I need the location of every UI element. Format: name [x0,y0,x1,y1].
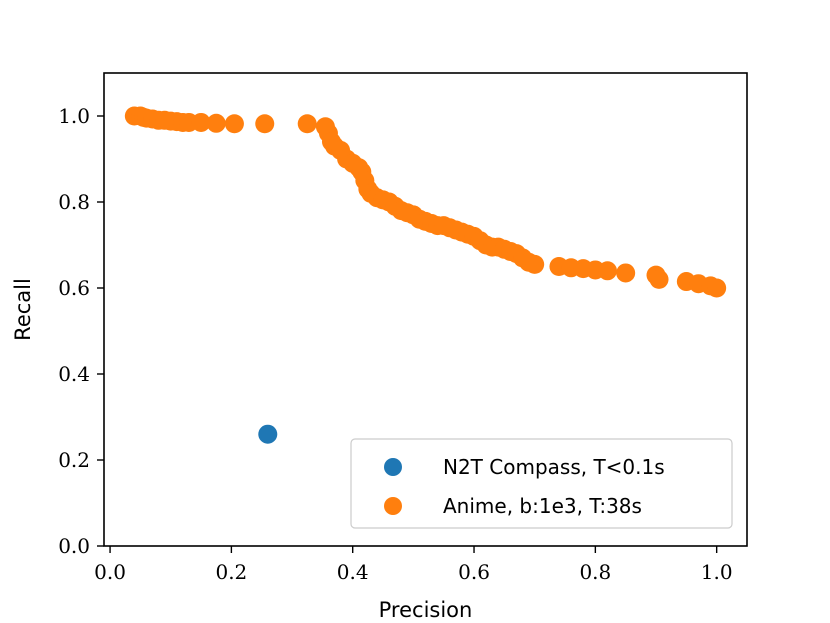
x-tick-label: 0.4 [337,560,369,584]
data-point-anime-54 [525,254,545,274]
y-tick-label: 0.4 [58,362,90,386]
data-point-anime-60 [616,263,636,283]
y-tick-label: 0.0 [58,534,90,558]
legend: N2T Compass, T<0.1s Anime, b:1e3, T:38s [350,438,733,529]
x-axis-label: Precision [379,598,473,622]
data-point-anime-13 [224,114,244,134]
data-point-n2t-0 [258,424,278,444]
legend-marker-n2t [384,458,402,476]
y-axis-label: Recall [11,278,35,341]
legend-label-n2t: N2T Compass, T<0.1s [443,455,665,479]
x-tick-label: 0.6 [458,560,490,584]
legend-marker-anime [384,497,402,515]
y-tick-label: 0.8 [58,190,90,214]
legend-box [350,438,733,529]
y-tick-label: 1.0 [58,104,90,128]
x-tick-label: 1.0 [701,560,733,584]
data-point-anime-66 [707,278,727,298]
legend-label-anime: Anime, b:1e3, T:38s [443,494,642,518]
x-axis-ticks: 0.0 0.2 0.4 0.6 0.8 1.0 [94,546,733,584]
y-axis-ticks: 0.0 0.2 0.4 0.6 0.8 1.0 [58,104,104,558]
data-point-anime-14 [255,114,275,134]
plot-frame [103,72,748,547]
data-point-anime-12 [206,113,226,133]
points-layer [124,106,727,444]
y-tick-label: 0.6 [58,276,90,300]
data-point-anime-62 [649,269,669,289]
data-point-anime-15 [297,114,317,134]
data-point-anime-11 [191,112,211,132]
x-tick-label: 0.0 [94,560,126,584]
data-point-anime-59 [597,261,617,281]
x-tick-label: 0.2 [215,560,247,584]
y-tick-label: 0.2 [58,448,90,472]
x-tick-label: 0.8 [579,560,611,584]
